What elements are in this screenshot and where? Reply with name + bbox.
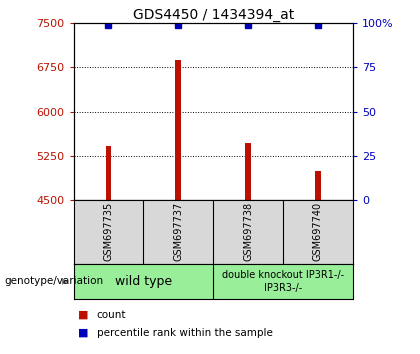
Title: GDS4450 / 1434394_at: GDS4450 / 1434394_at <box>133 8 294 22</box>
Text: count: count <box>97 310 126 320</box>
Text: wild type: wild type <box>115 275 172 288</box>
Text: GSM697737: GSM697737 <box>173 202 183 262</box>
Text: percentile rank within the sample: percentile rank within the sample <box>97 328 273 338</box>
Text: genotype/variation: genotype/variation <box>4 276 103 286</box>
Text: GSM697738: GSM697738 <box>243 202 253 262</box>
Bar <box>315 171 321 200</box>
Bar <box>245 143 251 200</box>
Text: GSM697740: GSM697740 <box>313 202 323 262</box>
Text: ■: ■ <box>78 310 88 320</box>
Text: ■: ■ <box>78 328 88 338</box>
Bar <box>105 146 111 200</box>
Text: double knockout IP3R1-/-
IP3R3-/-: double knockout IP3R1-/- IP3R3-/- <box>222 270 344 293</box>
Text: GSM697735: GSM697735 <box>103 202 113 262</box>
Bar <box>176 60 181 200</box>
